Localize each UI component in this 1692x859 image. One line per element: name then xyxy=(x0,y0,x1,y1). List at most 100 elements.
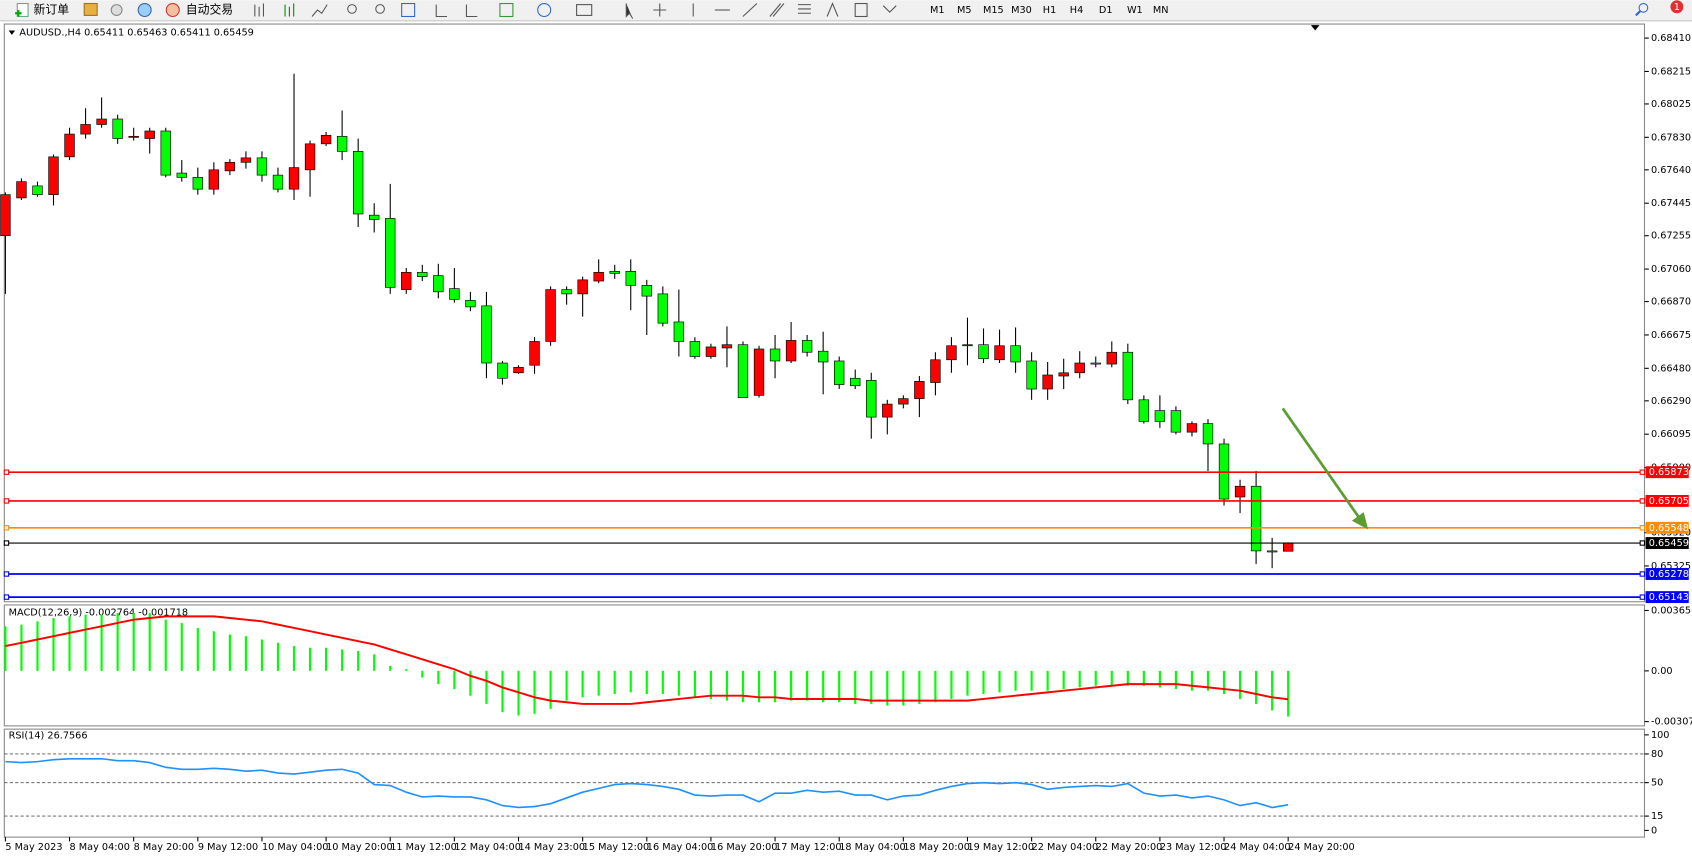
candle-body xyxy=(401,272,412,290)
timeframe-button[interactable]: MN xyxy=(1153,5,1169,16)
arrow-shaft xyxy=(1281,407,1362,521)
candles-button[interactable] xyxy=(284,3,295,17)
plus-icon xyxy=(15,10,22,17)
y-tick-label: 15 xyxy=(1651,811,1663,822)
candle-body xyxy=(144,130,155,139)
y-tick-label: 0.66870 xyxy=(1651,297,1691,308)
x-tick-label: 24 May 20:00 xyxy=(1288,842,1355,853)
candle-body xyxy=(1058,372,1069,377)
timeframe-button[interactable]: H1 xyxy=(1043,5,1056,16)
signal-line xyxy=(5,615,1289,705)
y-tick-label: 0.65325 xyxy=(1651,561,1691,572)
candle-body xyxy=(753,348,765,396)
periods-button[interactable] xyxy=(537,2,552,18)
crosshair-button[interactable] xyxy=(653,3,667,17)
channel-button[interactable] xyxy=(769,3,785,17)
candle-body xyxy=(529,341,540,366)
trendline-button[interactable] xyxy=(742,3,758,17)
x-tick-label: 17 May 12:00 xyxy=(775,842,842,853)
candle-body xyxy=(192,177,203,190)
level-handle xyxy=(3,498,10,504)
y-tick-label: 0.68215 xyxy=(1651,66,1691,77)
price-tag-label: 0.65278 xyxy=(1649,569,1689,580)
arrows-button[interactable] xyxy=(882,5,897,13)
auto-trading-button[interactable]: 自动交易 xyxy=(165,3,233,18)
line-chart-button[interactable] xyxy=(311,4,328,17)
timeframe-button[interactable]: D1 xyxy=(1099,5,1113,16)
candle-body xyxy=(240,157,252,163)
x-tick-label: 18 May 04:00 xyxy=(839,842,906,853)
search-icon[interactable] xyxy=(1638,2,1649,13)
x-tick-label: 24 May 04:00 xyxy=(1224,842,1291,853)
candle-body xyxy=(176,172,187,178)
y-tick-label: 0.67445 xyxy=(1651,198,1691,209)
y-tick-label: 0.67830 xyxy=(1651,132,1691,143)
indicators-button[interactable] xyxy=(499,2,514,18)
text-button[interactable] xyxy=(826,2,839,17)
arrow-head xyxy=(1351,512,1369,530)
price-tag xyxy=(1645,466,1689,479)
level-handle xyxy=(1639,594,1646,600)
toolbar-background xyxy=(0,0,1692,21)
price-tag-label: 0.65873 xyxy=(1649,467,1689,478)
timeframe-button[interactable]: M30 xyxy=(1011,5,1032,16)
candle-body xyxy=(513,366,524,374)
candle-body xyxy=(641,285,652,297)
history-icon[interactable] xyxy=(83,2,98,16)
candle-body xyxy=(1154,410,1166,422)
search-handle xyxy=(1635,10,1641,17)
templates-button[interactable] xyxy=(576,4,593,16)
candle-body xyxy=(465,300,476,308)
candle-body xyxy=(946,345,957,361)
y-tick-label: -0.00307 xyxy=(1651,717,1692,728)
candle-body xyxy=(1122,351,1134,401)
zoom-in-button[interactable] xyxy=(347,4,357,14)
y-tick-label: 0.66290 xyxy=(1651,396,1691,407)
market-icon[interactable] xyxy=(137,2,152,18)
candle-body xyxy=(64,133,75,158)
candle-body xyxy=(320,134,332,145)
candle-body xyxy=(689,341,701,357)
candle-body xyxy=(32,185,43,195)
timeframe-button[interactable]: M5 xyxy=(957,5,972,16)
zoom-out-button[interactable] xyxy=(375,4,385,14)
y-tick-label: 0.68410 xyxy=(1651,33,1691,44)
candle-body xyxy=(1042,374,1053,390)
x-tick-label: 8 May 04:00 xyxy=(70,842,130,853)
fibo-button[interactable] xyxy=(797,4,811,14)
price-tag xyxy=(1645,568,1689,580)
candle-body xyxy=(978,344,989,360)
timeframe-button[interactable]: M1 xyxy=(930,5,945,16)
new-order-button[interactable]: 新订单 xyxy=(15,3,69,18)
signals-icon[interactable] xyxy=(110,4,123,16)
rsi-line xyxy=(5,757,1289,809)
y-tick-label: 80 xyxy=(1651,749,1663,760)
search-and-notify: 1 xyxy=(1635,0,1684,17)
candle-body xyxy=(272,174,284,190)
tile-button[interactable] xyxy=(401,2,416,18)
notification-badge[interactable] xyxy=(1670,0,1684,14)
label-button[interactable] xyxy=(854,2,868,18)
x-tick-label: 22 May 04:00 xyxy=(1032,842,1099,853)
price-tag-label: 0.65143 xyxy=(1649,592,1689,603)
candle-body xyxy=(0,194,11,237)
candle-body xyxy=(882,403,893,418)
timeframe-button[interactable]: H4 xyxy=(1070,5,1083,16)
candle-body xyxy=(1074,362,1085,374)
cursor-button[interactable] xyxy=(625,3,634,19)
timeframe-button[interactable]: M15 xyxy=(983,5,1004,16)
timeframe-button[interactable]: W1 xyxy=(1127,5,1143,16)
y-tick-label: 50 xyxy=(1651,778,1663,789)
candle-body xyxy=(737,344,749,398)
bar-chart-button[interactable] xyxy=(254,3,265,17)
autoscroll-button[interactable] xyxy=(435,4,448,18)
x-tick-label: 10 May 20:00 xyxy=(326,842,393,853)
shift-button[interactable] xyxy=(465,4,478,18)
candle-body xyxy=(1282,542,1294,552)
candle-body xyxy=(160,130,171,176)
candle-body xyxy=(352,151,364,215)
candle-body xyxy=(304,143,316,171)
candle-body xyxy=(962,344,973,347)
candle-body xyxy=(417,272,428,277)
